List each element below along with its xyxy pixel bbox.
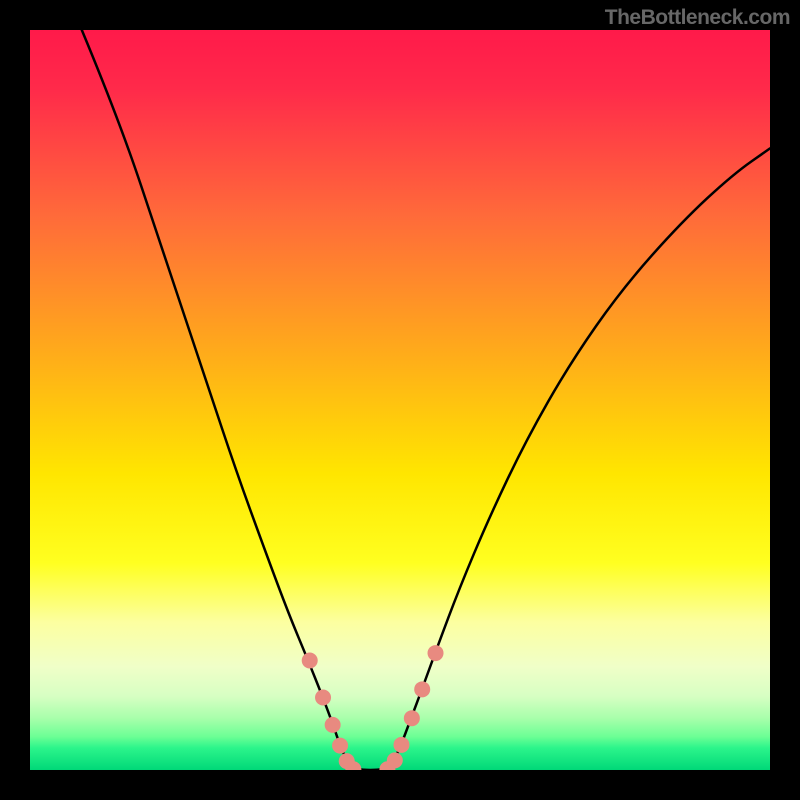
chart-background bbox=[30, 30, 770, 770]
watermark-text: TheBottleneck.com bbox=[605, 6, 790, 30]
plot-area bbox=[30, 30, 770, 770]
curve-marker bbox=[387, 752, 403, 768]
curve-marker bbox=[428, 645, 444, 661]
curve-marker bbox=[414, 681, 430, 697]
curve-marker bbox=[332, 738, 348, 754]
chart-container: TheBottleneck.com bbox=[0, 0, 800, 800]
curve-marker bbox=[302, 652, 318, 668]
curve-marker bbox=[315, 689, 331, 705]
curve-marker bbox=[393, 737, 409, 753]
curve-marker bbox=[325, 717, 341, 733]
chart-svg bbox=[30, 30, 770, 770]
curve-marker bbox=[404, 710, 420, 726]
